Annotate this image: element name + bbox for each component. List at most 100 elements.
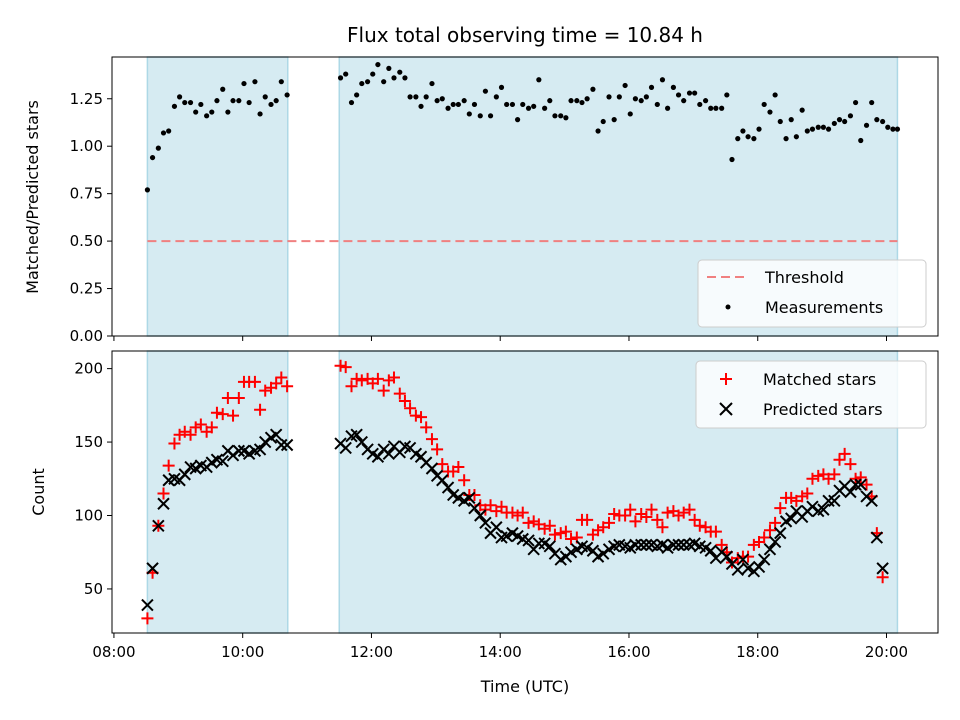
measurement-point [686, 90, 693, 96]
measurement-point [665, 105, 671, 111]
x-tick-label: 16:00 [607, 643, 650, 661]
matched-point [640, 510, 653, 523]
measurement-point [241, 80, 247, 87]
measurement-point [273, 98, 279, 104]
predicted-point [844, 485, 857, 499]
legend-measurements-label: Measurements [765, 298, 883, 317]
matched-point [452, 461, 465, 474]
x-axis-label: Time (UTC) [480, 677, 569, 696]
matched-point [688, 513, 701, 526]
measurement-point [874, 117, 880, 123]
observing-window-1 [146, 350, 289, 634]
matched-point [645, 503, 658, 516]
measurement-point [616, 94, 622, 100]
predicted-point [522, 534, 535, 547]
measurement-point [654, 101, 660, 108]
matched-point [468, 488, 481, 501]
predicted-point [876, 562, 889, 575]
measurement-point [455, 101, 461, 108]
measurement-point [536, 77, 542, 83]
measurement-point [772, 92, 778, 98]
measurement-point [692, 90, 698, 96]
measurement-point [681, 98, 687, 104]
matched-point [774, 502, 787, 515]
measurement-point [590, 86, 596, 92]
measurement-point [397, 69, 403, 75]
bottom-plot-frame [111, 350, 939, 634]
predicted-point [543, 540, 556, 553]
measurement-point [809, 126, 816, 132]
matched-point [275, 371, 288, 384]
matched-point [270, 377, 283, 390]
matched-point [629, 515, 642, 528]
predicted-point [865, 494, 878, 508]
measurement-point [284, 92, 290, 98]
measurement-point [520, 101, 526, 108]
measurement-point [176, 94, 183, 100]
matched-point [742, 550, 755, 563]
predicted-point [672, 538, 685, 552]
predicted-point [157, 497, 170, 510]
measurement-point [563, 115, 569, 121]
measurement-point [514, 117, 521, 123]
top-legend: Threshold Measurements [697, 259, 927, 328]
predicted-point [490, 521, 503, 534]
matched-point [683, 503, 696, 516]
predicted-point [752, 560, 766, 574]
measurement-point [445, 105, 451, 111]
matched-point [592, 524, 605, 537]
bottom-y-tick-label: 200 [74, 360, 103, 378]
predicted-point [425, 462, 439, 475]
measurement-point [429, 80, 435, 87]
measurement-point [531, 103, 537, 109]
measurement-point [675, 92, 682, 98]
measurement-point [831, 120, 837, 127]
matched-point [806, 472, 819, 485]
x-tick-label: 20:00 [865, 643, 908, 661]
measurement-point [209, 109, 215, 115]
matched-point [227, 409, 240, 422]
measurement-point [364, 79, 371, 85]
matched-point [651, 513, 664, 526]
measurement-point [820, 124, 827, 130]
measurement-point [268, 101, 274, 108]
matched-point [254, 403, 267, 416]
measurement-point [858, 137, 864, 144]
predicted-point [532, 537, 546, 550]
predicted-point [763, 543, 777, 556]
matched-point [168, 437, 181, 450]
measurement-point [359, 80, 365, 87]
matched-point [458, 474, 471, 487]
matched-point [812, 469, 825, 482]
legend-threshold-label: Threshold [764, 268, 844, 287]
measurement-point [606, 94, 612, 100]
measurement-point [719, 105, 725, 111]
predicted-point [371, 450, 385, 463]
measurement-point [381, 79, 387, 85]
x-tick-label: 12:00 [350, 643, 393, 661]
predicted-point [280, 438, 294, 452]
measurement-point [885, 124, 891, 130]
measurement-point [638, 98, 644, 104]
measurement-point [423, 94, 429, 100]
legend-matched-label: Matched stars [763, 370, 876, 389]
top-y-tick-label: 1.00 [70, 137, 103, 155]
measurement-point [627, 111, 633, 117]
matched-point [162, 459, 175, 472]
matched-point [355, 374, 368, 387]
measurement-point [466, 111, 472, 117]
measurement-point [166, 128, 172, 134]
predicted-point [232, 444, 246, 458]
measurement-point [713, 105, 719, 111]
predicted-point [785, 512, 798, 525]
predicted-point [474, 509, 487, 522]
predicted-point [216, 454, 229, 468]
measurement-point [793, 134, 799, 140]
measurement-point [740, 128, 746, 134]
measurement-point [225, 109, 231, 115]
top-y-tick-label: 0.00 [70, 327, 103, 345]
top-y-tick-label: 0.75 [70, 185, 103, 203]
measurement-point [836, 117, 843, 123]
matched-point [603, 516, 616, 529]
measurement-point [842, 118, 848, 125]
